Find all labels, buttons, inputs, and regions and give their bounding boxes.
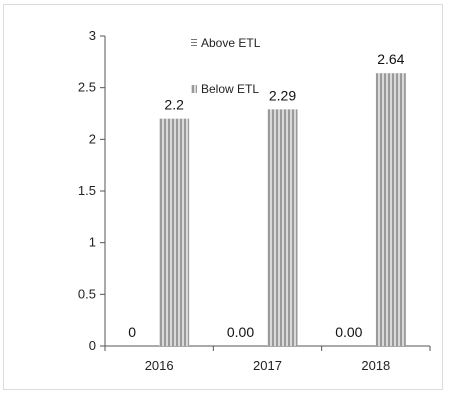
x-tick-label: 2016 (145, 358, 174, 373)
bar-below-etl (159, 118, 190, 347)
bar-below-etl (267, 109, 298, 346)
y-tick-label: 0 (89, 338, 96, 353)
x-tick-label: 2017 (253, 358, 282, 373)
y-tick-label: 1.5 (78, 183, 96, 198)
data-label: 0.00 (227, 324, 254, 340)
legend-key (191, 85, 197, 93)
y-tick-label: 0.5 (78, 286, 96, 301)
legend-label: Below ETL (201, 82, 259, 96)
data-label: 0.00 (335, 324, 362, 340)
y-tick-label: 1 (89, 235, 96, 250)
data-label: 2.29 (269, 87, 296, 103)
bar-below-etl (375, 73, 406, 346)
data-label: 2.64 (377, 51, 404, 67)
y-tick-label: 2 (89, 131, 96, 146)
y-tick-label: 2.5 (78, 80, 96, 95)
legend-key (191, 39, 197, 47)
chart-frame (3, 4, 443, 390)
legend-label: Above ETL (201, 36, 261, 50)
data-label: 2.2 (164, 97, 184, 113)
x-tick-label: 2018 (361, 358, 390, 373)
y-tick-label: 3 (89, 28, 96, 43)
data-label: 0 (128, 324, 136, 340)
